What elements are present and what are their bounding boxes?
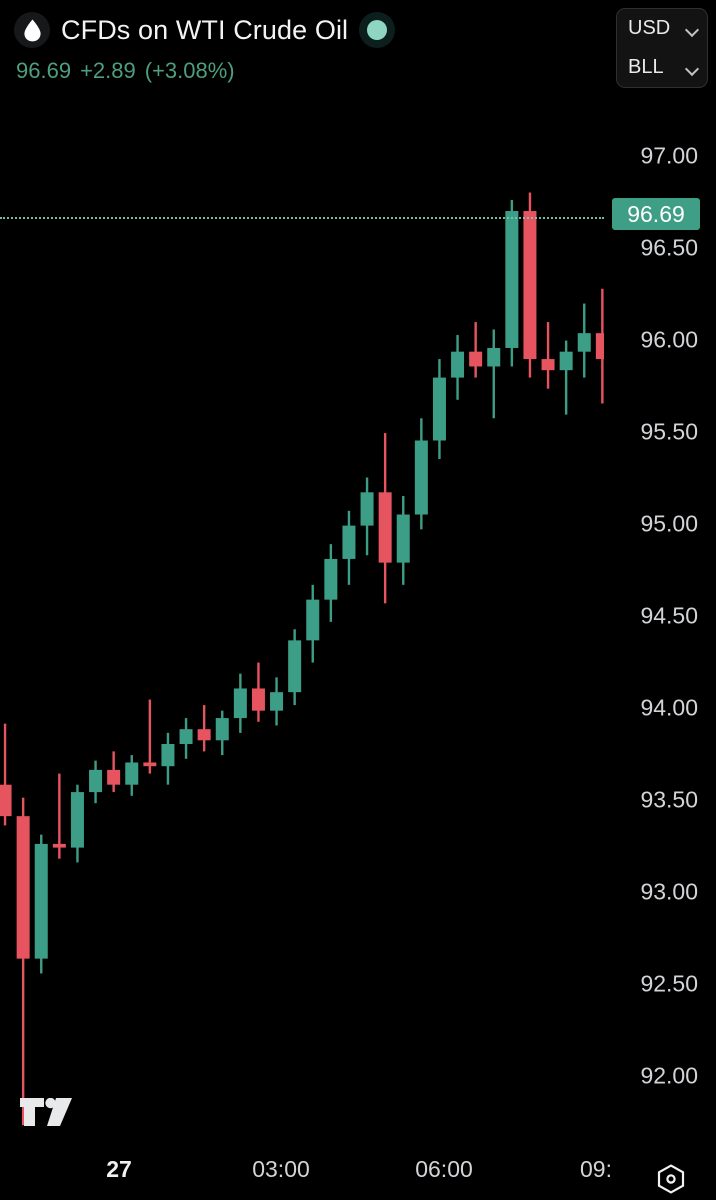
candle-body [432, 377, 446, 441]
time-axis-label: 09: [580, 1156, 612, 1182]
price-axis-label: 93.00 [640, 878, 698, 905]
candle-wick [202, 705, 206, 752]
candle-body [233, 688, 247, 719]
candle-body [16, 816, 30, 959]
candle-body [360, 492, 374, 526]
candle-body [414, 440, 428, 515]
price-axis-label: 94.50 [640, 602, 698, 629]
candle-body [595, 333, 604, 360]
candle-body [523, 211, 537, 360]
price-axis-label: 97.00 [640, 142, 698, 169]
last-price: 96.69 [16, 58, 72, 83]
chevron-down-icon[interactable] [687, 64, 698, 71]
candle-body [215, 718, 229, 741]
price-axis-label: 94.00 [640, 694, 698, 721]
candle-body [451, 351, 465, 378]
market-open-dot [359, 12, 396, 48]
candle-body [143, 762, 157, 767]
current-price-badge[interactable]: 96.69 [612, 198, 700, 230]
candle-body [251, 688, 265, 711]
candle-body [541, 359, 555, 371]
tradingview-logo [20, 1097, 76, 1134]
currency-option-bll-label: BLL [628, 56, 664, 78]
candle-wick [148, 699, 152, 774]
settings-hexagon-icon[interactable] [652, 1160, 690, 1198]
candle-body [89, 769, 103, 793]
chart-header: CFDs on WTI Crude Oil 96.69 +2.89 (+3.08… [0, 0, 716, 100]
currency-option-usd[interactable]: USD [617, 9, 707, 48]
candlestick-series [0, 192, 604, 1126]
time-axis-label: 27 [106, 1156, 132, 1182]
candle-body [270, 692, 284, 711]
candle-body [306, 599, 320, 641]
candle-body [378, 492, 392, 563]
price-axis-label: 96.50 [640, 234, 698, 261]
candle-body [52, 843, 66, 848]
price-change-percent: (+3.08%) [144, 58, 235, 83]
price-axis[interactable]: 96.69 97.00 96.50 96.00 95.50 95.00 94.50 94.0… [604, 100, 716, 1140]
current-price-dotted-line [0, 216, 604, 219]
candle-body [70, 792, 84, 848]
price-axis-label: 92.00 [640, 1062, 698, 1089]
candle-body [505, 211, 519, 348]
candle-body [469, 351, 483, 367]
candlestick-chart-plot[interactable] [0, 100, 604, 1140]
candle-wick [474, 322, 477, 378]
candle-wick [564, 340, 568, 415]
candle-body [179, 729, 193, 744]
price-summary-row: 96.69 +2.89 (+3.08%) [16, 58, 235, 84]
candle-wick [21, 797, 25, 1126]
candle-body [342, 525, 356, 559]
currency-option-usd-label: USD [628, 17, 671, 39]
candle-wick [492, 329, 495, 419]
candle-body [396, 514, 410, 563]
candle-body [0, 784, 12, 817]
currency-selector[interactable]: USD BLL [616, 8, 708, 88]
time-axis[interactable]: 27 03:00 06:00 09: [0, 1140, 716, 1200]
symbol-title: CFDs on WTI Crude Oil [61, 14, 349, 45]
candle-wick [546, 322, 550, 389]
candle-wick [58, 773, 61, 859]
candle-body [559, 351, 573, 371]
price-axis-label: 93.50 [640, 786, 698, 813]
price-change-absolute: +2.89 [80, 58, 136, 83]
oil-droplet-icon [14, 12, 50, 48]
candle-body [161, 743, 175, 767]
candle-body [125, 762, 139, 785]
candle-body [107, 769, 121, 785]
candle-body [487, 347, 501, 367]
currency-option-bll[interactable]: BLL [617, 48, 707, 87]
price-axis-label: 95.00 [640, 510, 698, 537]
chevron-down-icon[interactable] [687, 25, 698, 32]
candle-wick [3, 723, 7, 826]
time-axis-label: 03:00 [252, 1156, 310, 1182]
candle-body [324, 558, 338, 600]
candle-body [288, 640, 302, 693]
candle-body [197, 729, 211, 741]
time-axis-label: 06:00 [415, 1156, 473, 1182]
price-axis-label: 96.00 [640, 326, 698, 353]
symbol-row[interactable]: CFDs on WTI Crude Oil [14, 12, 396, 48]
price-axis-label: 95.50 [640, 418, 698, 445]
candle-body [34, 843, 48, 959]
candle-body [577, 333, 591, 352]
price-axis-label: 92.50 [640, 970, 698, 997]
market-open-dot-inner [367, 20, 388, 40]
